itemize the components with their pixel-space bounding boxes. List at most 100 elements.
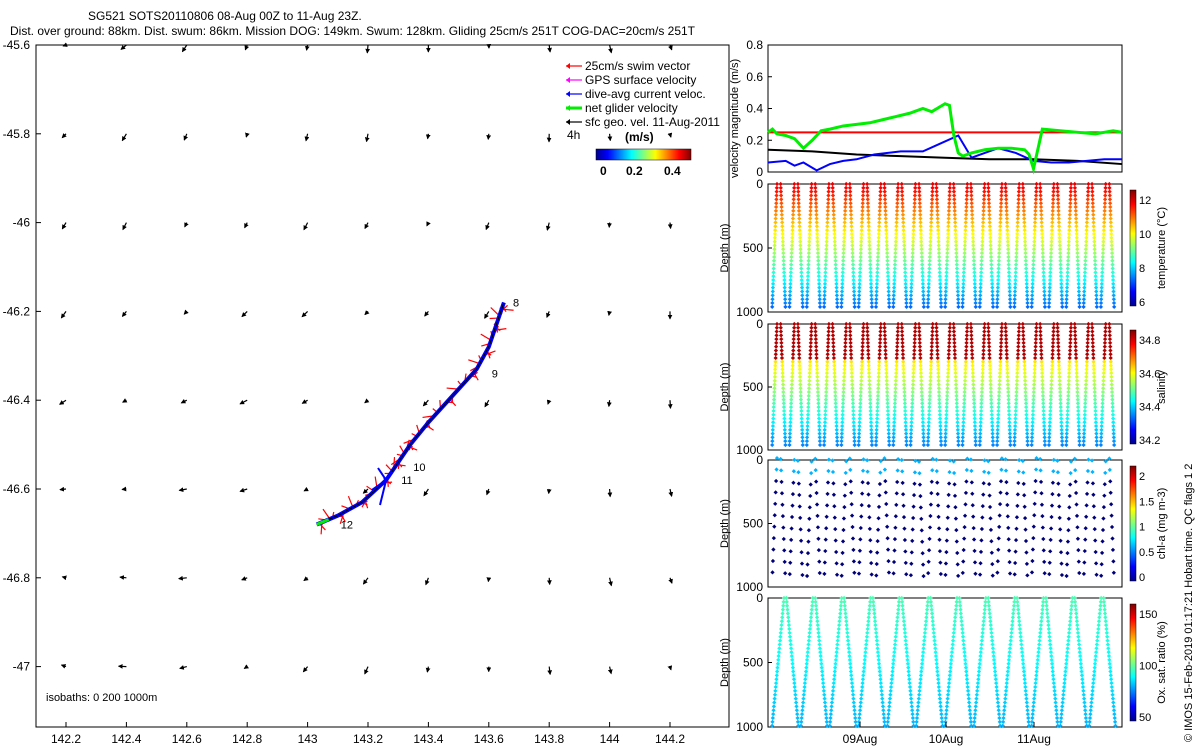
dac-vector <box>379 479 388 506</box>
profile-point <box>1039 212 1044 217</box>
profile-point <box>1004 208 1009 214</box>
profile-point <box>911 235 916 240</box>
profile-point <box>1101 235 1106 240</box>
profile-point <box>917 197 922 202</box>
profile-point <box>962 247 967 252</box>
profile-point <box>964 204 969 210</box>
profile-point <box>771 397 777 402</box>
profile-point <box>780 382 786 387</box>
profile-point <box>1091 227 1096 233</box>
profile-point <box>1092 247 1097 252</box>
colorbar-label: salinity <box>1156 370 1168 404</box>
profile-point <box>1055 193 1061 198</box>
profile-point <box>971 262 977 267</box>
profile-point <box>779 216 785 221</box>
profile-point <box>1049 247 1054 252</box>
profile-point <box>1102 212 1107 217</box>
profile-point <box>790 359 795 364</box>
map-y-tick-label: -46.8 <box>3 571 31 585</box>
profile-point <box>860 216 865 221</box>
profile-point <box>774 193 779 198</box>
profile-point <box>886 285 891 290</box>
profile-point <box>1073 193 1078 198</box>
profile-point <box>1085 197 1090 202</box>
profile-point <box>781 393 786 398</box>
profile-point <box>1075 258 1080 263</box>
geo-velocity-arrow <box>243 664 250 669</box>
profile-point <box>916 181 922 187</box>
profile-point <box>1066 247 1071 252</box>
colorbar-label: chl-a (mg m-3) <box>1156 488 1168 560</box>
profile-point <box>945 235 951 240</box>
profile-point <box>1068 185 1074 190</box>
profile-point <box>946 216 951 221</box>
velocity-y-ticks: 00.20.40.60.8 <box>746 38 772 179</box>
profile-point <box>894 227 899 233</box>
geo-velocity-arrow <box>362 488 369 494</box>
profile-point <box>1092 250 1097 256</box>
profile-point <box>874 285 879 290</box>
profile-point <box>937 258 942 263</box>
profile-point <box>882 189 887 194</box>
profile-point <box>1108 204 1113 210</box>
profile-point <box>1003 185 1008 190</box>
profile-point <box>989 262 994 267</box>
profile-point <box>1064 289 1070 294</box>
profile-point <box>917 193 922 198</box>
profile-point <box>918 220 923 225</box>
profile-point <box>979 270 984 275</box>
profile-point <box>882 193 888 198</box>
profile-point <box>943 281 949 286</box>
profile-point <box>799 285 805 290</box>
profile-point <box>823 274 828 279</box>
profile-point <box>851 281 856 286</box>
profile-point <box>892 258 898 263</box>
profile-point <box>844 181 849 187</box>
profile-point <box>998 220 1003 225</box>
profile-point <box>943 304 948 310</box>
profile-point <box>868 270 873 275</box>
profile-point <box>774 321 780 327</box>
profile-point <box>1033 197 1039 202</box>
profile-point <box>969 204 974 210</box>
profile-point <box>790 216 796 221</box>
profile-point <box>1013 277 1018 283</box>
profile-point <box>833 258 838 263</box>
profile-point <box>860 201 865 206</box>
profile-point <box>824 243 829 248</box>
profile-point <box>998 208 1003 214</box>
profile-point <box>831 197 836 202</box>
profile-point <box>788 277 793 283</box>
profile-point <box>1024 289 1030 294</box>
profile-point <box>952 212 957 217</box>
profile-colorbar <box>1129 603 1137 722</box>
profile-point <box>893 250 898 256</box>
profile-point <box>1022 239 1028 244</box>
profile-point <box>902 262 908 267</box>
profile-point <box>770 297 775 302</box>
profile-point <box>809 181 814 187</box>
profile-point <box>1033 216 1038 221</box>
profile-point <box>981 212 986 217</box>
profile-point <box>1038 204 1044 210</box>
profile-point <box>791 329 797 334</box>
profile-point <box>988 239 993 244</box>
profile-point <box>903 289 909 294</box>
profile-point <box>878 197 883 202</box>
profile-point <box>825 204 831 210</box>
profile-point <box>806 266 811 271</box>
geo-velocity-arrow <box>119 575 127 580</box>
profile-point <box>900 208 905 214</box>
profile-point <box>774 329 779 334</box>
profile-point <box>936 227 941 233</box>
profile-point <box>1093 270 1098 275</box>
geo-velocity-arrow <box>608 577 613 587</box>
profile-point <box>850 243 855 248</box>
profile-point <box>912 197 917 202</box>
profile-point <box>798 247 803 252</box>
profile-point <box>869 300 874 306</box>
profile-point <box>920 270 925 275</box>
profile-point <box>1100 270 1105 275</box>
profile-point <box>963 216 969 221</box>
